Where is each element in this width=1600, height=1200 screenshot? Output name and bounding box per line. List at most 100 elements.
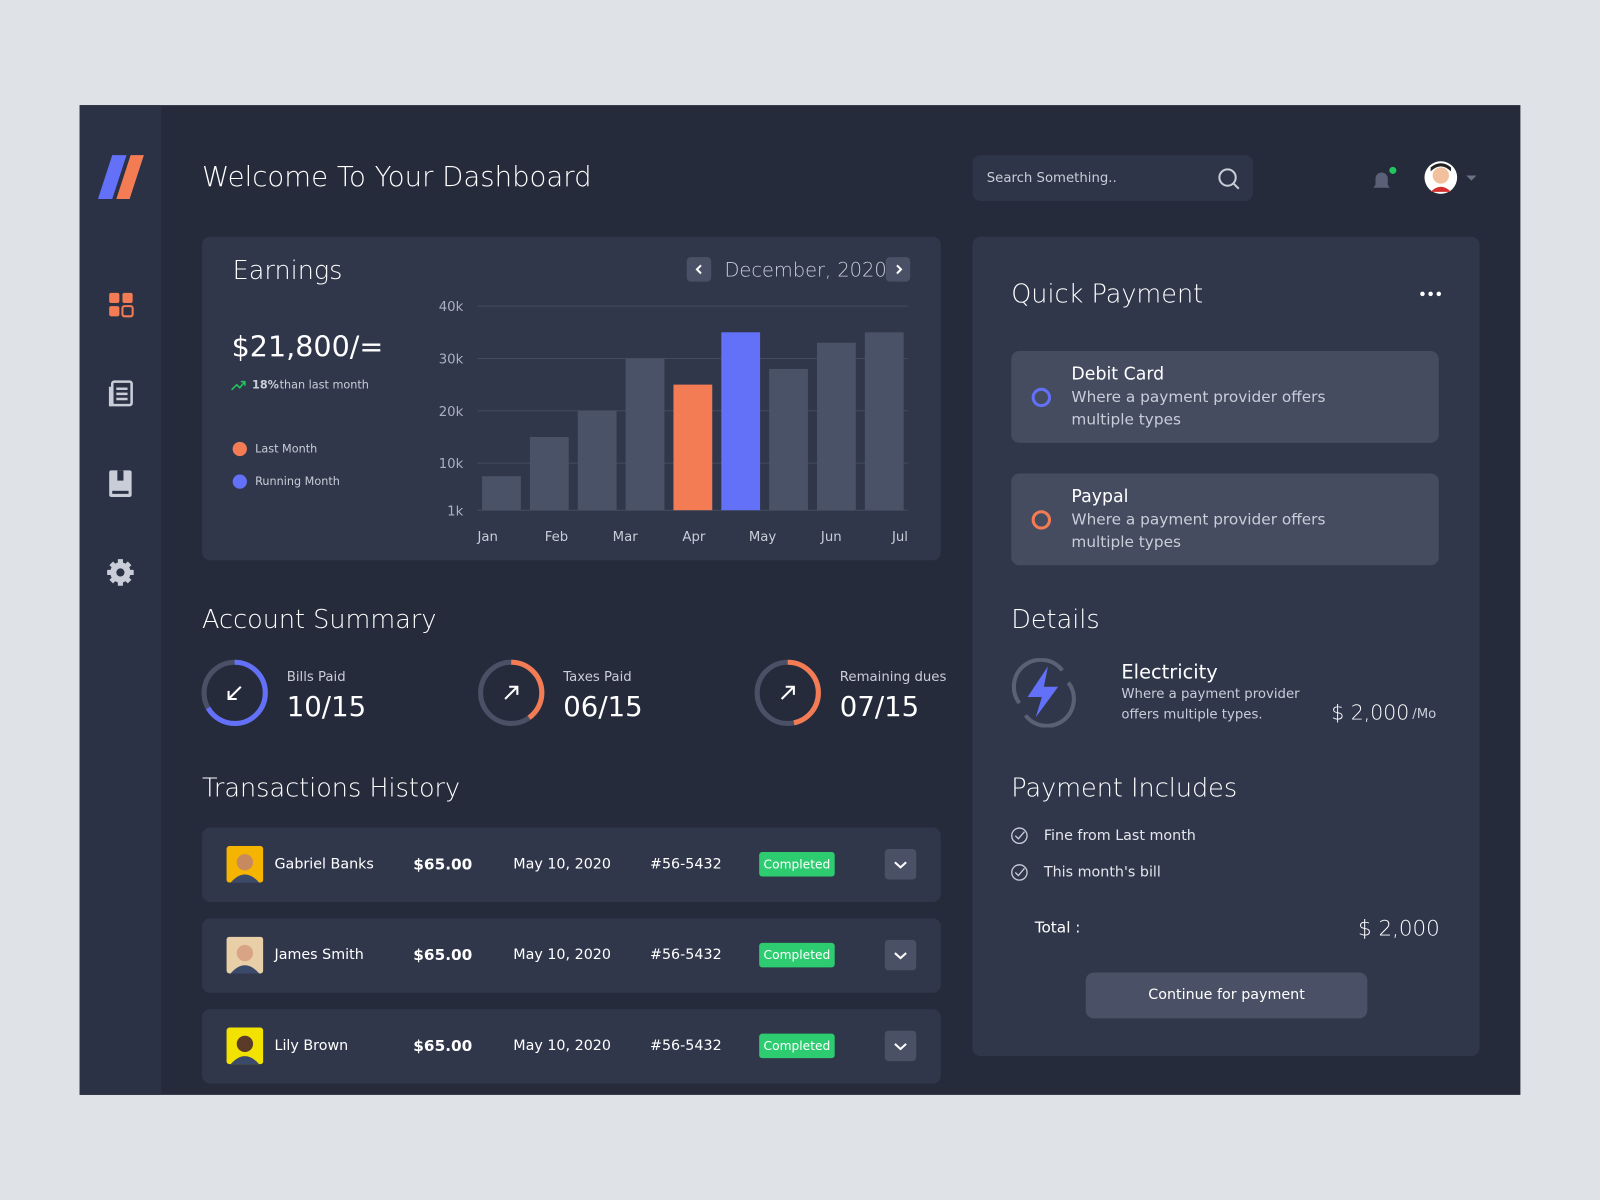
bell-dot: [1389, 166, 1397, 174]
option-description: Where a payment provider offers multiple…: [1071, 510, 1326, 552]
y-tick-label: 20k: [439, 405, 464, 420]
row-id: #56-5432: [649, 1037, 722, 1055]
nav-book[interactable]: [109, 470, 132, 497]
y-tick-label: 1k: [447, 504, 463, 519]
trend-icon: [231, 380, 246, 391]
search-icon[interactable]: [1218, 168, 1237, 187]
details-unit: /Mo: [1412, 706, 1437, 722]
chevron: [894, 861, 907, 869]
continue-button[interactable]: Continue for payment: [1085, 972, 1368, 1019]
next-button[interactable]: [885, 257, 911, 282]
check-circle: [1011, 827, 1028, 845]
ring-arrow: [780, 685, 795, 700]
row-name: James Smith: [274, 946, 364, 964]
status-badge: Completed: [759, 942, 835, 968]
avatar-body: [230, 965, 260, 974]
bar: [625, 358, 665, 511]
sidebar: [79, 105, 162, 1095]
summary-title: Account Summary: [202, 604, 437, 635]
option-title: Paypal: [1071, 486, 1129, 508]
bar: [721, 332, 761, 511]
x-tick-label: Feb: [545, 530, 568, 545]
summary-value: 07/15: [839, 691, 920, 723]
row-id: #56-5432: [649, 856, 722, 873]
row-date: May 10, 2020: [513, 946, 611, 964]
legend-dot: [232, 474, 247, 489]
row-id: #56-5432: [649, 946, 722, 964]
progress-ring: [754, 659, 821, 727]
earnings-chart: 1k 10k 20k 30k 40k Jan Feb Mar Apr May Jun Jul: [439, 300, 909, 545]
transactions-title: Transactions History: [202, 772, 461, 803]
payment-option[interactable]: [1011, 473, 1439, 566]
bell[interactable]: [1373, 172, 1390, 188]
bar: [673, 384, 713, 511]
summary-value: 10/15: [286, 691, 367, 723]
header-icons: [1218, 161, 1477, 194]
row-expand[interactable]: [884, 1030, 917, 1062]
bar: [817, 342, 856, 511]
earnings-amount: $21,800/=: [231, 330, 384, 364]
nav-dashboard[interactable]: [109, 292, 134, 318]
details-description: Where a payment provider offers multiple…: [1121, 686, 1300, 723]
x-tick-label: Jun: [820, 530, 842, 545]
option-radio: [1031, 387, 1052, 408]
electricity-icon: [1011, 658, 1076, 728]
details-price: $ 2,000: [1331, 699, 1410, 725]
x-tick-label: Mar: [613, 530, 639, 545]
row-amount: $65.00: [413, 945, 473, 965]
avatar-face: [236, 1035, 254, 1053]
expand-bg: [884, 939, 917, 971]
avatar-body: [230, 874, 260, 883]
option-title: Debit Card: [1071, 364, 1165, 385]
total-label: Total :: [1034, 918, 1081, 937]
payment-option[interactable]: [1011, 351, 1439, 443]
ring-arrow: [227, 686, 242, 700]
row-avatar: [226, 845, 264, 883]
bar: [864, 332, 904, 511]
row-expand[interactable]: [884, 848, 917, 880]
x-tick-label: Jan: [477, 530, 498, 545]
status-badge: Completed: [759, 852, 835, 877]
search-box[interactable]: [972, 155, 1254, 202]
row-expand[interactable]: [884, 939, 917, 971]
details-title: Details: [1011, 604, 1100, 635]
check-mark: [1014, 867, 1025, 877]
details-name: Electricity: [1121, 661, 1218, 684]
page-title: Welcome To Your Dashboard: [202, 161, 592, 194]
y-tick-label: 30k: [439, 353, 464, 368]
progress-ring: [201, 659, 268, 727]
avatar-body: [230, 1056, 260, 1065]
arrows: [695, 264, 903, 275]
more-menu[interactable]: [1418, 288, 1445, 300]
nav-settings[interactable]: [107, 559, 134, 586]
caret[interactable]: [1466, 175, 1477, 181]
progress-ring: [478, 659, 545, 727]
summary-label: Remaining dues: [839, 669, 947, 686]
x-tick-label: Jul: [891, 530, 908, 545]
legend-dot: [232, 441, 247, 457]
option-radio: [1031, 510, 1052, 530]
prev-button[interactable]: [686, 257, 712, 282]
expand-bg: [884, 1030, 917, 1062]
summary-value: 06/15: [563, 691, 643, 723]
row-avatar: [226, 1027, 264, 1065]
row-name: Lily Brown: [274, 1037, 349, 1055]
chevron: [894, 952, 907, 960]
avatar-face: [236, 944, 254, 962]
option-description: Where a payment provider offers multiple…: [1071, 387, 1326, 429]
check-circle: [1011, 864, 1028, 881]
include-item: Fine from Last month: [1043, 827, 1196, 844]
logo-orange: [116, 155, 144, 199]
ring-progress: [201, 659, 268, 727]
period: December, 2020: [724, 259, 887, 282]
change-text: than last month: [279, 378, 369, 392]
bar: [577, 410, 617, 511]
logo-blue: [97, 155, 127, 199]
bar: [482, 476, 521, 511]
ring-progress: [478, 659, 545, 727]
nav-docs[interactable]: [108, 380, 133, 407]
row-date: May 10, 2020: [513, 856, 611, 873]
sidebar-icons: [97, 155, 144, 586]
